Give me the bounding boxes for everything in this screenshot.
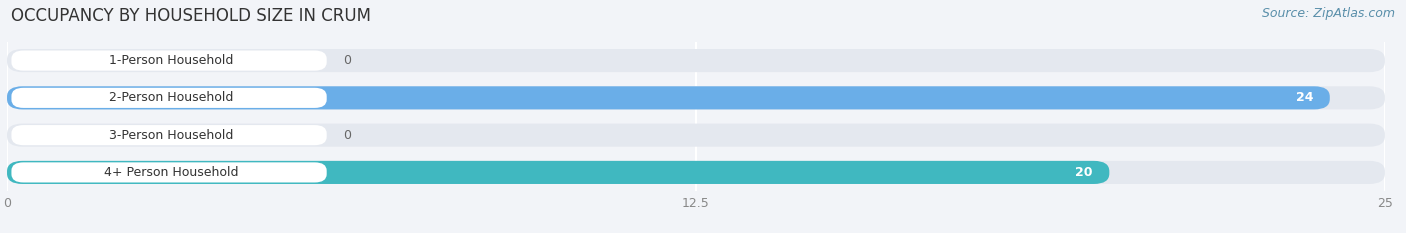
Text: 4+ Person Household: 4+ Person Household (104, 166, 239, 179)
Text: OCCUPANCY BY HOUSEHOLD SIZE IN CRUM: OCCUPANCY BY HOUSEHOLD SIZE IN CRUM (11, 7, 371, 25)
FancyBboxPatch shape (7, 49, 1385, 72)
FancyBboxPatch shape (11, 125, 326, 145)
Text: 3-Person Household: 3-Person Household (110, 129, 233, 142)
Text: 0: 0 (343, 129, 352, 142)
Text: 20: 20 (1076, 166, 1092, 179)
FancyBboxPatch shape (11, 51, 326, 71)
Text: 24: 24 (1296, 91, 1313, 104)
Text: 2-Person Household: 2-Person Household (110, 91, 233, 104)
FancyBboxPatch shape (11, 88, 326, 108)
FancyBboxPatch shape (7, 161, 1385, 184)
FancyBboxPatch shape (7, 161, 1109, 184)
Text: 1-Person Household: 1-Person Household (110, 54, 233, 67)
Text: 0: 0 (343, 54, 352, 67)
FancyBboxPatch shape (7, 86, 1385, 110)
FancyBboxPatch shape (7, 86, 1330, 110)
FancyBboxPatch shape (11, 162, 326, 182)
FancyBboxPatch shape (7, 123, 1385, 147)
Text: Source: ZipAtlas.com: Source: ZipAtlas.com (1261, 7, 1395, 20)
